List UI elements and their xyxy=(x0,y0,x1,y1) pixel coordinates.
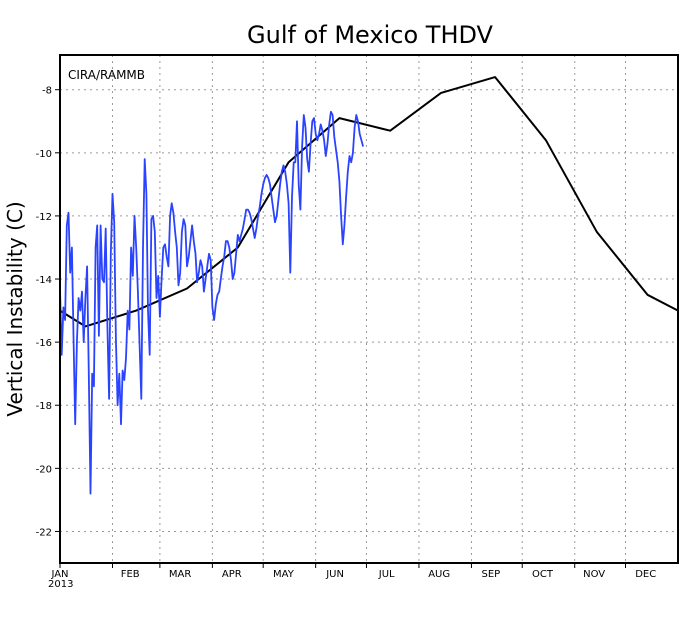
y-tick-label: -18 xyxy=(36,401,52,412)
observed-2013-line xyxy=(59,110,364,495)
x-tick-label: MAY xyxy=(273,569,295,580)
y-tick-label: -20 xyxy=(36,464,52,475)
x-tick-label: MAR xyxy=(169,569,191,580)
chart-title: Gulf of Mexico THDV xyxy=(247,21,494,49)
x-tick-label: JUN xyxy=(325,569,344,580)
y-tick-label: -10 xyxy=(36,149,52,160)
y-tick-label: -12 xyxy=(36,212,52,223)
y-tick-label: -16 xyxy=(36,338,52,349)
y-tick-label: -14 xyxy=(36,275,52,286)
y-axis-label: Vertical Instability (C) xyxy=(3,201,27,416)
x-tick-label: SEP xyxy=(481,569,500,580)
x-tick-label: APR xyxy=(222,569,242,580)
x-tick-label: DEC xyxy=(635,569,656,580)
y-tick-label: -22 xyxy=(36,527,52,538)
y-axis-ticks: -22 -20 -18 -16 -14 -12 -10 -8 xyxy=(36,86,60,538)
climatology-line xyxy=(59,76,679,328)
x-tick-label: AUG xyxy=(428,569,450,580)
x-tick-label: JAN xyxy=(50,569,68,580)
grid-lines xyxy=(60,55,678,563)
series-lines xyxy=(59,76,679,495)
plot-frame xyxy=(59,54,679,564)
credit-label: CIRA/RAMMB xyxy=(68,68,145,82)
x-tick-label: NOV xyxy=(583,569,605,580)
x-tick-label: JUL xyxy=(378,569,395,580)
x-tick-label: FEB xyxy=(121,569,140,580)
x-axis-ticks: JAN FEB MAR APR MAY JUN JUL AUG SEP OCT NOV DEC xyxy=(50,563,656,580)
x-tick-label: OCT xyxy=(532,569,554,580)
y-tick-label: -8 xyxy=(42,86,52,97)
year-label: 2013 xyxy=(48,579,73,590)
